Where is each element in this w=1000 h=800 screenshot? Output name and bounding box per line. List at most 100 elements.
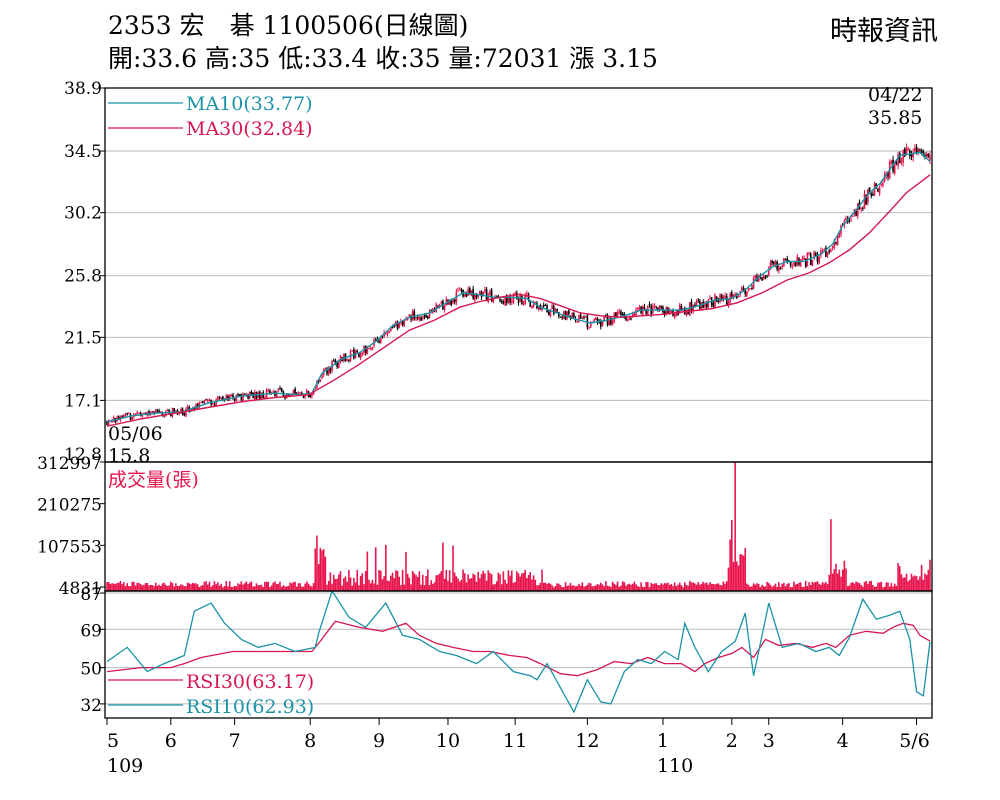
volume-bar	[317, 564, 320, 591]
candle-body	[529, 300, 532, 307]
volume-bar	[799, 582, 802, 591]
candle-body	[742, 287, 745, 292]
volume-bar	[112, 583, 115, 591]
candle-body	[502, 301, 505, 304]
volume-bar	[880, 581, 883, 591]
volume-bar	[751, 586, 753, 591]
month-label: 4	[837, 730, 849, 752]
volume-bar	[803, 586, 805, 591]
rsi10-legend: RSI10(62.93)	[186, 696, 314, 718]
volume-bar	[586, 584, 589, 591]
volume-bar	[929, 559, 931, 591]
candle-body	[631, 314, 634, 317]
candle-body	[689, 302, 691, 316]
volume-bar	[898, 566, 901, 591]
volume-bar	[413, 573, 416, 591]
candle-body	[495, 295, 498, 297]
volume-bar	[737, 565, 740, 591]
volume-bar	[227, 586, 229, 591]
volume-bar	[420, 584, 422, 591]
candle-body	[873, 184, 876, 195]
candle-body	[228, 394, 231, 400]
candle-body	[905, 147, 908, 154]
candle-body	[260, 392, 263, 399]
volume-bar	[306, 581, 308, 591]
volume-bar	[589, 583, 592, 591]
candle-body	[851, 215, 854, 217]
candle-body	[541, 307, 543, 310]
volume-bar	[840, 576, 842, 591]
candle-body	[208, 400, 211, 402]
volume-bar	[495, 581, 498, 591]
volume-bar	[455, 576, 458, 591]
candle-body	[122, 414, 125, 418]
candle-body	[900, 161, 903, 163]
volume-bar	[608, 586, 610, 591]
volume-bar	[727, 567, 730, 591]
candle-body	[804, 258, 807, 267]
candle-body	[719, 294, 721, 303]
volume-bar	[809, 585, 812, 591]
volume-bar	[376, 584, 379, 591]
volume-bar	[161, 583, 164, 591]
candle-body	[714, 294, 716, 308]
volume-bar	[704, 583, 706, 591]
volume-bar	[490, 574, 493, 591]
candle-body	[358, 352, 360, 358]
candle-body	[653, 305, 656, 307]
candlestick-series	[106, 143, 931, 426]
volume-bar	[203, 581, 206, 591]
volume-bar	[794, 584, 797, 591]
candle-body	[403, 320, 406, 327]
volume-bar	[887, 582, 889, 591]
candle-body	[655, 306, 658, 308]
candle-body	[593, 319, 595, 322]
volume-bar	[673, 582, 676, 591]
volume-bar	[522, 572, 525, 591]
candle-body	[388, 331, 390, 333]
candle-body	[764, 276, 767, 278]
volume-bar	[900, 574, 903, 591]
volume-bar	[468, 578, 471, 591]
month-label: 3	[763, 730, 775, 752]
volume-bar	[196, 584, 199, 591]
candle-body	[242, 394, 244, 402]
volume-bar	[274, 581, 276, 591]
candle-body	[715, 296, 718, 302]
volume-bar	[474, 574, 476, 591]
volume-bar	[584, 586, 587, 591]
volume-bar	[865, 580, 867, 591]
candle-body	[206, 399, 209, 402]
candle-body	[766, 275, 768, 277]
candle-body	[594, 317, 597, 320]
candle-body	[339, 355, 342, 362]
candle-body	[589, 322, 592, 328]
candle-body	[907, 148, 909, 150]
candle-body	[922, 150, 925, 154]
volume-bar	[783, 582, 785, 591]
candle-body	[673, 314, 676, 318]
volume-bar	[816, 581, 819, 591]
volume-bar	[309, 585, 312, 591]
volume-bar	[322, 549, 325, 591]
volume-bar	[836, 573, 839, 591]
candle-body	[321, 374, 323, 379]
volume-bar	[206, 584, 209, 591]
candle-body	[670, 310, 673, 312]
candle-body	[615, 312, 617, 318]
candle-body	[727, 301, 730, 306]
candle-body	[579, 314, 582, 319]
candle-body	[868, 187, 871, 194]
volume-bar	[159, 586, 162, 591]
candle-body	[927, 153, 930, 158]
volume-bar	[752, 583, 755, 591]
candle-body	[134, 414, 137, 416]
volume-bar	[725, 581, 728, 591]
volume-bar	[440, 571, 443, 591]
volume-bar	[551, 585, 553, 591]
volume-bar	[796, 584, 799, 591]
volume-bar	[117, 582, 120, 591]
candle-body	[583, 317, 585, 319]
volume-bar	[122, 582, 125, 591]
volume-bar	[292, 582, 295, 591]
